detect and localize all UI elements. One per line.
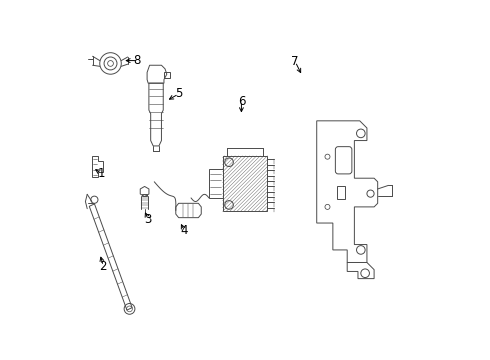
Polygon shape: [317, 121, 378, 262]
Text: 7: 7: [292, 55, 299, 68]
Text: 5: 5: [175, 87, 182, 100]
Text: 6: 6: [238, 95, 245, 108]
Bar: [209, 169, 222, 198]
Polygon shape: [347, 262, 374, 279]
Bar: [222, 156, 268, 211]
Text: 8: 8: [134, 54, 141, 67]
Text: 2: 2: [99, 260, 107, 273]
Bar: [337, 186, 345, 199]
Text: 1: 1: [98, 167, 105, 180]
Text: 4: 4: [180, 224, 188, 237]
Text: 3: 3: [145, 213, 152, 226]
